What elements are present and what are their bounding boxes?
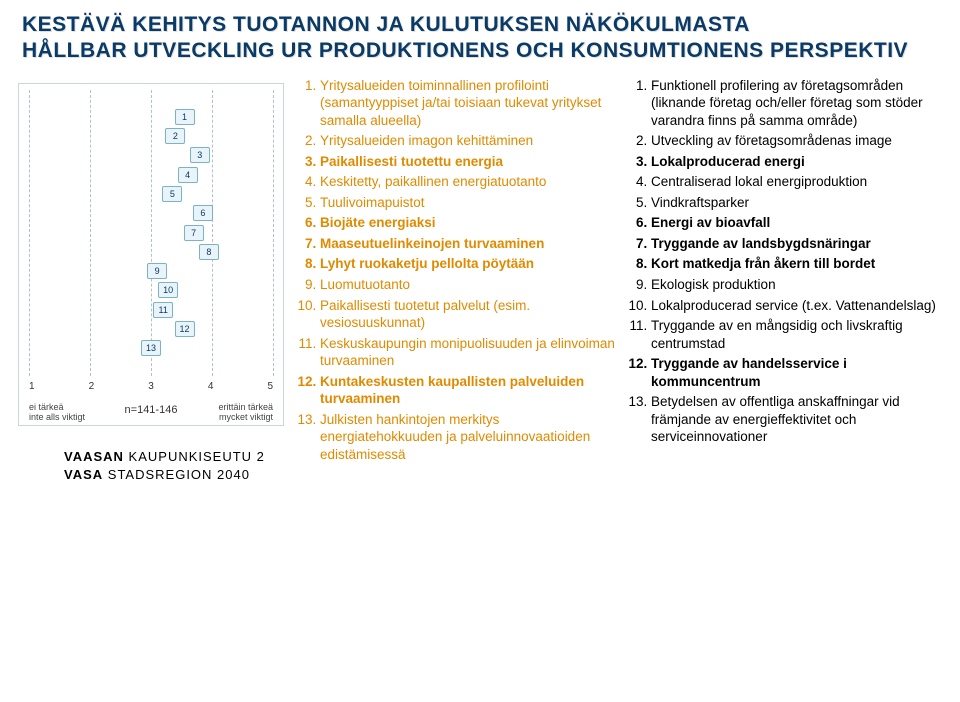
chart-point: 7: [184, 225, 204, 241]
list-item-fi: Luomutuotanto: [320, 276, 615, 294]
axis-label-left: ei tärkeä inte alls viktigt: [29, 402, 119, 424]
n-label: n=141-146: [125, 404, 178, 424]
finnish-list-column: Yritysalueiden toiminnallinen profiloint…: [298, 77, 615, 485]
list-item-fi: Keskuskaupungin monipuolisuuden ja elinv…: [320, 335, 615, 370]
chart-point: 3: [190, 147, 210, 163]
main-row: ZEF 1234512345678910111213 ei tärkeä int…: [0, 73, 960, 485]
list-item-fi: Paikallisesti tuotettu energia: [320, 153, 615, 171]
grid-line: [273, 90, 274, 376]
list-item-sv: Energi av bioavfall: [651, 214, 946, 232]
chart-column: ZEF 1234512345678910111213 ei tärkeä int…: [14, 77, 284, 485]
list-item-sv: Vindkraftsparker: [651, 194, 946, 212]
axis-right-fi: erittäin tärkeä: [183, 402, 273, 413]
logo-thin-2: STADSREGION 2040: [103, 467, 250, 482]
x-axis-labels: 1 2 3 4 5: [25, 381, 277, 392]
swedish-list-column: Funktionell profilering av företagsområd…: [629, 77, 946, 485]
title-block: KESTÄVÄ KEHITYS TUOTANNON JA KULUTUKSEN …: [0, 0, 960, 73]
list-item-fi: Biojäte energiaksi: [320, 214, 615, 232]
axis-left-sv: inte alls viktigt: [29, 412, 119, 423]
list-item-fi: Maaseutuelinkeinojen turvaaminen: [320, 235, 615, 253]
list-item-fi: Yritysalueiden imagon kehittäminen: [320, 132, 615, 150]
chart-point: 13: [141, 340, 161, 356]
chart-point: 9: [147, 263, 167, 279]
grid-line: [90, 90, 91, 376]
logo-line-2: VASA STADSREGION 2040: [64, 466, 284, 484]
chart-point: 11: [153, 302, 173, 318]
x-tick: 4: [208, 381, 214, 392]
chart-point: 4: [178, 167, 198, 183]
logo-thin-1: KAUPUNKISEUTU 2: [124, 449, 265, 464]
axis-right-sv: mycket viktigt: [183, 412, 273, 423]
list-item-fi: Tuulivoimapuistot: [320, 194, 615, 212]
scatter-chart: 1234512345678910111213: [25, 90, 277, 400]
list-item-sv: Kort matkedja från åkern till bordet: [651, 255, 946, 273]
chart-point: 2: [165, 128, 185, 144]
list-item-sv: Tryggande av handelsservice i kommuncent…: [651, 355, 946, 390]
chart-point: 5: [162, 186, 182, 202]
x-tick: 2: [89, 381, 95, 392]
logo-bold-1: VAASAN: [64, 449, 124, 464]
chart-container: ZEF 1234512345678910111213 ei tärkeä int…: [18, 83, 284, 427]
x-tick: 1: [29, 381, 35, 392]
list-item-fi: Julkisten hankintojen merkitys energiate…: [320, 411, 615, 464]
chart-footer: ei tärkeä inte alls viktigt n=141-146 er…: [25, 400, 277, 424]
axis-left-fi: ei tärkeä: [29, 402, 119, 413]
title-sv: HÅLLBAR UTVECKLING UR PRODUKTIONENS OCH …: [22, 38, 938, 64]
list-item-sv: Utveckling av företagsområdenas image: [651, 132, 946, 150]
list-item-sv: Tryggande av landsbygdsnäringar: [651, 235, 946, 253]
title-fi: KESTÄVÄ KEHITYS TUOTANNON JA KULUTUKSEN …: [22, 12, 938, 38]
list-item-sv: Lokalproducerad energi: [651, 153, 946, 171]
list-item-sv: Lokalproducerad service (t.ex. Vattenand…: [651, 297, 946, 315]
x-tick: 5: [267, 381, 273, 392]
logo-block: VAASAN KAUPUNKISEUTU 2 VASA STADSREGION …: [14, 448, 284, 484]
grid-line: [151, 90, 152, 376]
list-item-sv: Centraliserad lokal energiproduktion: [651, 173, 946, 191]
list-item-sv: Tryggande av en mångsidig och livskrafti…: [651, 317, 946, 352]
list-item-fi: Lyhyt ruokaketju pellolta pöytään: [320, 255, 615, 273]
grid-line: [212, 90, 213, 376]
chart-point: 12: [175, 321, 195, 337]
swedish-list: Funktionell profilering av företagsområd…: [629, 77, 946, 446]
logo-bold-2: VASA: [64, 467, 103, 482]
list-item-fi: Kuntakeskusten kaupallisten palveluiden …: [320, 373, 615, 408]
x-tick: 3: [148, 381, 154, 392]
logo-line-1: VAASAN KAUPUNKISEUTU 2: [64, 448, 284, 466]
list-item-fi: Yritysalueiden toiminnallinen profiloint…: [320, 77, 615, 130]
list-item-fi: Keskitetty, paikallinen energiatuotanto: [320, 173, 615, 191]
chart-point: 10: [158, 282, 178, 298]
list-item-fi: Paikallisesti tuotetut palvelut (esim. v…: [320, 297, 615, 332]
chart-point: 6: [193, 205, 213, 221]
chart-point: 8: [199, 244, 219, 260]
list-item-sv: Ekologisk produktion: [651, 276, 946, 294]
chart-point: 1: [175, 109, 195, 125]
axis-label-right: erittäin tärkeä mycket viktigt: [183, 402, 273, 424]
list-item-sv: Betydelsen av offentliga anskaffningar v…: [651, 393, 946, 446]
finnish-list: Yritysalueiden toiminnallinen profiloint…: [298, 77, 615, 464]
list-item-sv: Funktionell profilering av företagsområd…: [651, 77, 946, 130]
grid-line: [29, 90, 30, 376]
